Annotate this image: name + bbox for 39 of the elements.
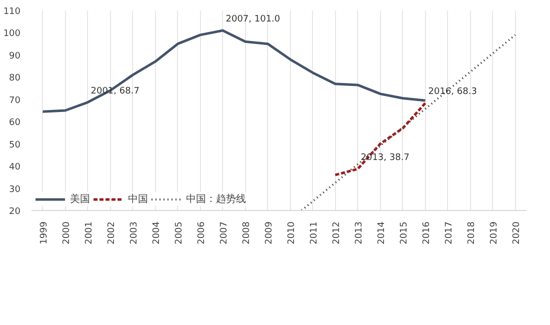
y-tick-label: 50 (9, 140, 21, 150)
x-tick-label: 2000 (62, 221, 72, 244)
x-tick-label: 2016 (422, 221, 432, 244)
x-tick-label: 2014 (376, 221, 387, 244)
x-tick-label: 2002 (106, 222, 117, 244)
x-tick-label: 2007 (219, 222, 230, 244)
y-tick-label: 60 (9, 118, 21, 128)
y-tick-label: 30 (9, 184, 21, 195)
x-tick-label: 2003 (129, 222, 140, 244)
y-tick-label: 70 (9, 96, 21, 106)
x-tick-label: 2015 (399, 222, 410, 244)
x-tick-label: 2018 (466, 221, 477, 244)
y-tick-label: 20 (9, 207, 21, 217)
x-tick-label: 2010 (286, 221, 297, 244)
x-tick-label: 2006 (196, 221, 207, 244)
x-tick-label: 2005 (174, 222, 184, 244)
x-tick-label: 2011 (309, 222, 320, 244)
x-tick-label: 2020 (512, 221, 522, 244)
x-tick-label: 1999 (39, 221, 50, 244)
legend-label: 美国 (70, 192, 90, 206)
x-tick-label: 2004 (152, 221, 162, 244)
y-tick-label: 90 (9, 51, 21, 62)
line-series (42, 29, 426, 113)
line-series (334, 102, 426, 176)
x-tick-label: 2008 (242, 221, 252, 244)
x-tick-label: 2013 (354, 222, 364, 244)
y-tick-label: 110 (3, 7, 21, 17)
x-tick-label: 2019 (489, 221, 500, 244)
y-tick-label: 40 (9, 162, 21, 173)
legend-label: 中国 (128, 192, 148, 206)
y-tick-label: 100 (3, 29, 21, 40)
x-tick-label: 2009 (264, 221, 274, 244)
x-tick-label: 2001 (84, 222, 94, 244)
x-tick-label: 2017 (444, 222, 454, 244)
legend-label: 中国：趋势线 (186, 192, 246, 206)
x-tick-label: 2012 (332, 222, 342, 244)
annotation: 2007, 101.0 (226, 14, 280, 24)
y-tick-label: 80 (9, 74, 21, 84)
annotation: 2016, 68.3 (428, 87, 477, 98)
